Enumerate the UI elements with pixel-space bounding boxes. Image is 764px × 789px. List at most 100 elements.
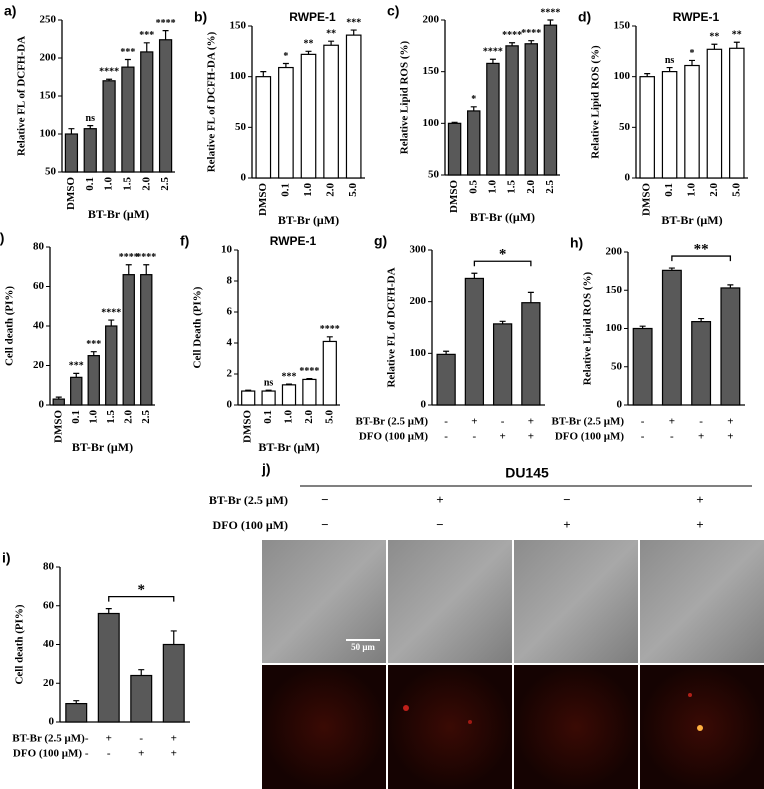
condition-label: DFO (100 μM) xyxy=(555,431,625,443)
significance: *** xyxy=(120,47,135,58)
significance: **** xyxy=(521,28,541,39)
x-tick-label: 2.5 xyxy=(544,180,556,194)
y-tick-label: 150 xyxy=(230,20,247,32)
significance: ** xyxy=(694,242,709,258)
condition-sign: + xyxy=(436,492,443,507)
x-axis-label: BT-Br (μM) xyxy=(278,213,339,227)
bar xyxy=(447,122,462,176)
panel-label: a) xyxy=(4,3,16,19)
significance: * xyxy=(138,582,146,598)
y-axis-label: Cell death (PI%) xyxy=(4,286,16,366)
error-bar xyxy=(470,106,477,111)
condition-label: DFO (100 μM) xyxy=(359,431,429,443)
y-tick-label: 0 xyxy=(625,172,631,184)
phase-image xyxy=(262,540,386,663)
error-bar xyxy=(443,350,450,355)
condition-sign: - xyxy=(641,431,645,443)
y-axis-label: Relative Lipid ROS (%) xyxy=(399,40,411,154)
bar xyxy=(691,321,712,406)
condition-sign: + xyxy=(563,517,570,532)
bar xyxy=(729,47,745,179)
x-tick-label: 1.5 xyxy=(105,410,117,424)
y-tick-label: 8 xyxy=(227,275,233,287)
panel-label: f) xyxy=(180,233,189,249)
bar xyxy=(521,302,541,406)
y-tick-label: 100 xyxy=(40,128,57,140)
significance: ns xyxy=(86,113,96,124)
condition-sign: - xyxy=(501,416,505,428)
bar xyxy=(436,353,456,406)
condition-sign: + xyxy=(727,416,733,428)
bar xyxy=(706,48,723,179)
condition-label: DFO (100 μM) - xyxy=(13,748,89,760)
phase-image xyxy=(640,540,764,663)
error-bar xyxy=(245,389,252,392)
y-tick-label: 60 xyxy=(33,280,45,292)
error-bar xyxy=(306,378,313,380)
significance: **** xyxy=(101,307,121,318)
error-bar xyxy=(326,336,333,342)
x-tick-label: 0.1 xyxy=(262,410,274,424)
condition-sign: − xyxy=(563,492,570,507)
error-bar xyxy=(73,700,80,704)
significance: *** xyxy=(69,361,84,372)
x-tick-label: 1.5 xyxy=(506,180,518,194)
error-bar xyxy=(499,320,506,324)
error-bar xyxy=(68,128,75,134)
x-tick-label: 0.5 xyxy=(467,180,479,194)
error-bar xyxy=(727,284,734,288)
x-tick-label: DMSO xyxy=(65,177,77,210)
y-axis-label: Cell Death (PI%) xyxy=(192,286,204,368)
bar xyxy=(302,378,317,406)
x-tick-label: 1.0 xyxy=(103,177,115,191)
y-axis-label: Cell death (PI%) xyxy=(14,604,26,684)
y-tick-label: 0 xyxy=(49,716,55,728)
condition-sign: − xyxy=(436,517,443,532)
x-tick-label: DMSO xyxy=(52,410,64,443)
panel-label: h) xyxy=(570,235,583,251)
y-axis-label: Relative FL of DCFH-DA (%) xyxy=(206,31,218,172)
condition-sign: + xyxy=(727,431,733,443)
error-bar xyxy=(108,319,115,326)
chart-title: RWPE-1 xyxy=(673,10,720,24)
error-bar xyxy=(489,58,496,64)
bar xyxy=(158,39,173,173)
significance: *** xyxy=(282,371,297,382)
y-tick-label: 40 xyxy=(43,638,55,650)
bar xyxy=(83,128,97,173)
bar xyxy=(105,325,118,406)
bar xyxy=(121,66,135,173)
bar xyxy=(102,80,116,173)
bar xyxy=(65,702,88,723)
bar xyxy=(720,287,741,406)
x-tick-label: 0.1 xyxy=(84,177,96,191)
y-tick-label: 150 xyxy=(606,284,623,296)
y-tick-label: 0 xyxy=(617,399,623,411)
error-bar xyxy=(282,62,289,68)
y-tick-label: 100 xyxy=(614,70,631,82)
bar xyxy=(345,34,362,179)
x-axis-label: BT-Br (μM) xyxy=(661,213,722,227)
y-tick-label: 2 xyxy=(227,368,233,380)
significance: ns xyxy=(665,55,675,66)
panel-label: j) xyxy=(261,461,271,477)
significance: *** xyxy=(346,17,361,28)
x-tick-label: 2.5 xyxy=(159,177,171,191)
error-bar xyxy=(698,317,705,322)
x-tick-label: DMSO xyxy=(448,180,460,213)
y-tick-label: 100 xyxy=(410,347,427,359)
x-tick-label: 2.0 xyxy=(325,183,337,197)
condition-label: BT-Br (2.5 μM) xyxy=(209,493,288,507)
significance: *** xyxy=(86,339,101,350)
y-tick-label: 0 xyxy=(227,399,233,411)
bar xyxy=(261,390,276,406)
condition-sign: + xyxy=(106,733,112,745)
x-tick-label: DMSO xyxy=(257,183,269,216)
error-bar xyxy=(711,43,718,50)
x-tick-label: 1.0 xyxy=(302,183,314,197)
y-tick-label: 100 xyxy=(230,70,247,82)
error-bar xyxy=(733,41,740,49)
error-bar xyxy=(260,71,267,77)
error-bar xyxy=(55,396,62,400)
x-axis-label: BT-Br (μM) xyxy=(72,440,133,454)
